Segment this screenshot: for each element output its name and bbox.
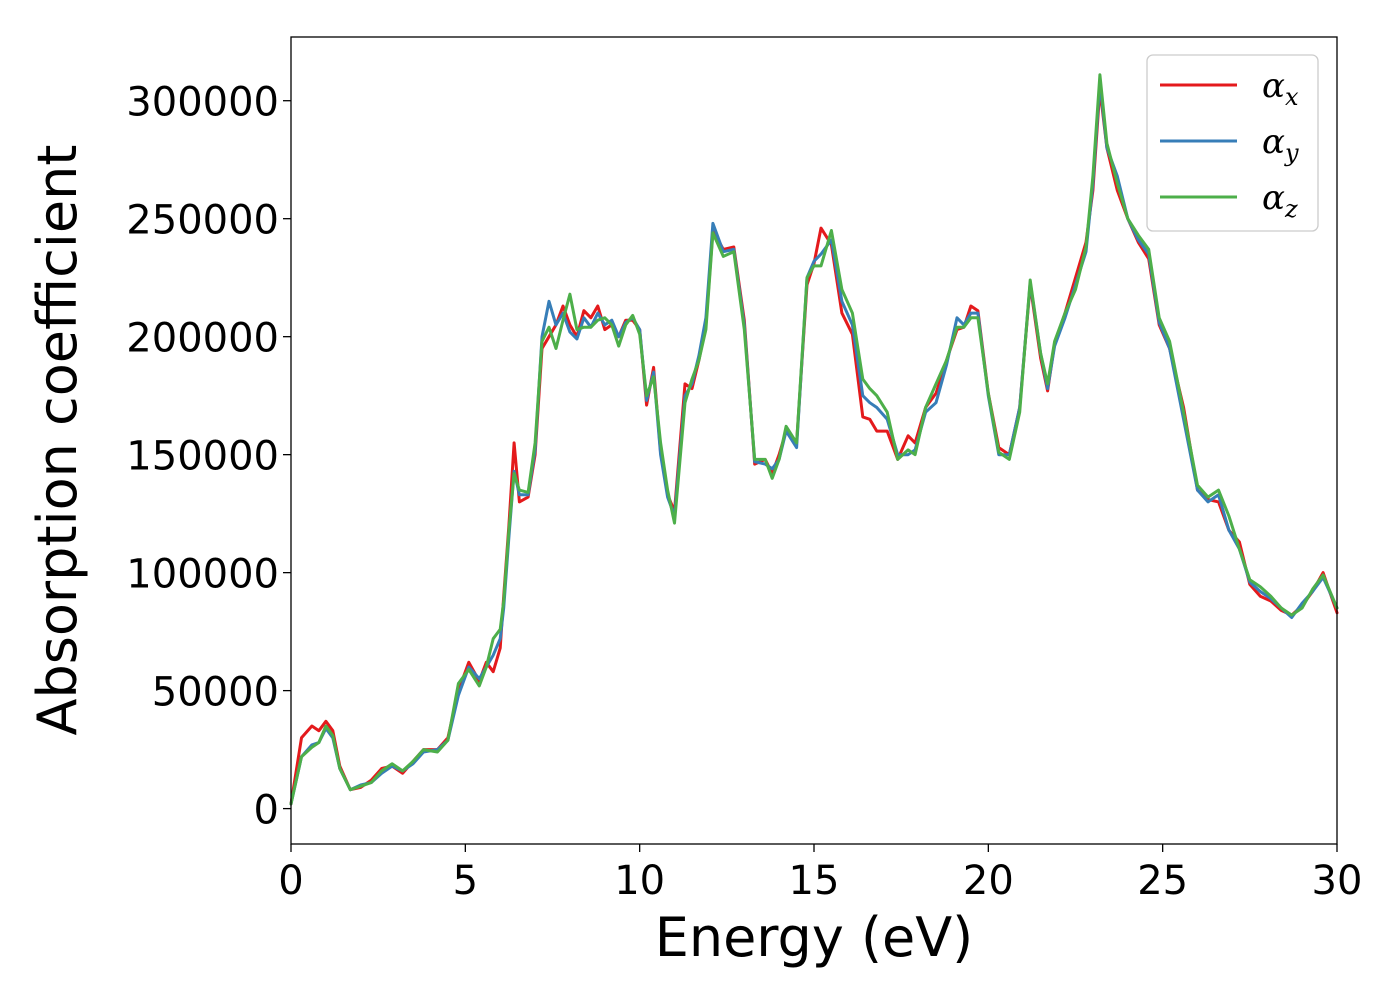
y-tick-label: 150000 (126, 434, 279, 480)
x-tick-label: 10 (614, 858, 665, 904)
y-axis-title: Absorption coefficient (26, 145, 89, 736)
y-tick-label: 100000 (126, 552, 279, 598)
x-axis-title: Energy (eV) (655, 906, 974, 969)
legend: αx αy αz (1146, 54, 1319, 232)
x-tick-label: 20 (963, 858, 1014, 904)
x-tick-label: 30 (1312, 858, 1363, 904)
x-tick-label: 25 (1137, 858, 1188, 904)
legend-label-x: αx (1262, 66, 1299, 111)
y-tick-label: 250000 (126, 198, 279, 244)
legend-label-z: αz (1262, 178, 1298, 223)
x-tick-label: 0 (278, 858, 303, 904)
legend-box (1146, 54, 1319, 232)
series-line-z (289, 73, 1339, 806)
y-tick-label: 300000 (126, 80, 279, 126)
x-tick-label: 15 (789, 858, 840, 904)
x-tick-label: 5 (453, 858, 478, 904)
series-lines (289, 73, 1339, 806)
x-axis-ticks: 0 5 10 15 20 25 30 (278, 844, 1362, 904)
legend-label-y: αy (1262, 122, 1299, 167)
y-tick-label: 50000 (152, 670, 279, 716)
y-axis-ticks: 0 50000 100000 150000 200000 250000 300000 (126, 80, 291, 834)
y-tick-label: 0 (254, 788, 279, 834)
y-tick-label: 200000 (126, 316, 279, 362)
